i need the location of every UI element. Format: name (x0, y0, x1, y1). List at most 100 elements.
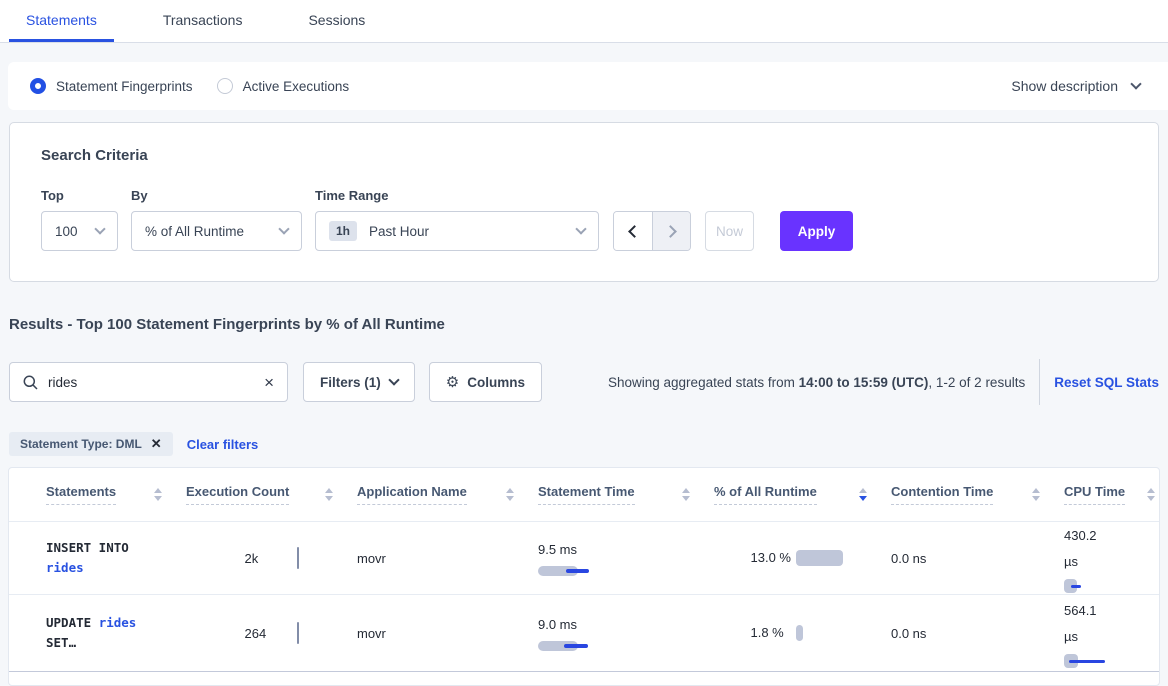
column-header-execution-count[interactable]: Execution Count (186, 484, 357, 505)
columns-button[interactable]: ⚙ Columns (428, 362, 542, 402)
chevron-down-icon (388, 374, 400, 386)
top-select-value: 100 (55, 223, 78, 239)
filters-button-label: Filters (1) (320, 374, 381, 390)
statement-fingerprint-link[interactable]: rides (46, 560, 84, 575)
radio-statement-fingerprints[interactable]: Statement Fingerprints (30, 78, 193, 94)
contention-time-cell: 0.0 ns (891, 625, 927, 641)
statement-cell: INSERT INTO rides (46, 522, 186, 594)
tab-sessions[interactable]: Sessions (308, 11, 366, 28)
statement-time-cell: 9.0 ms (538, 595, 714, 671)
top-field: Top 100 (41, 188, 131, 251)
column-header-statement-time[interactable]: Statement Time (538, 484, 714, 505)
runtime-pct-bar (795, 550, 855, 566)
time-range-badge: 1h (329, 221, 358, 241)
show-description-toggle[interactable]: Show description (1011, 78, 1142, 94)
gear-icon: ⚙ (445, 373, 460, 391)
results-title: Results - Top 100 Statement Fingerprints… (9, 316, 445, 333)
time-range-select[interactable]: 1h Past Hour (315, 211, 599, 251)
sql-keyword: UPDATE (46, 615, 92, 630)
statements-table: Statements Execution Count Application N… (8, 467, 1160, 686)
search-input[interactable] (48, 374, 265, 390)
search-box: × (9, 362, 288, 402)
radio-active-executions[interactable]: Active Executions (216, 78, 350, 94)
statement-fingerprint-link[interactable]: rides (98, 615, 137, 630)
radio-active-executions-label: Active Executions (242, 78, 350, 94)
chevron-down-icon (278, 223, 290, 235)
clear-filters-link[interactable]: Clear filters (186, 436, 259, 452)
execution-count-cell: 2k (186, 522, 357, 594)
clear-search-icon[interactable]: × (264, 372, 274, 392)
statement-time-cell: 9.5 ms (538, 522, 714, 594)
statement-time-bar (538, 640, 598, 651)
radio-selected-icon (30, 78, 46, 94)
results-summary: Showing aggregated stats from 14:00 to 1… (608, 375, 1025, 390)
remove-filter-icon[interactable]: ✕ (150, 436, 162, 451)
search-criteria-title: Search Criteria (41, 147, 148, 164)
sort-icon (682, 488, 690, 501)
time-range-label: Time Range (315, 188, 389, 203)
columns-button-label: Columns (467, 374, 525, 390)
reset-sql-stats-link[interactable]: Reset SQL Stats (1054, 374, 1159, 390)
apply-button[interactable]: Apply (780, 211, 853, 251)
cpu-time-bar (1064, 579, 1114, 593)
summary-time-range: 14:00 to 15:59 (UTC) (798, 374, 929, 390)
execution-count-cell: 264 (186, 595, 357, 671)
column-header-cpu-time[interactable]: CPU Time (1064, 484, 1159, 505)
runtime-pct-bar (795, 625, 855, 641)
now-button[interactable]: Now (705, 211, 754, 251)
statement-time-bar (538, 565, 598, 576)
table-row: INSERT INTO rides 2k movr 9.5 ms 13.0 % … (9, 522, 1159, 595)
top-label: Top (41, 188, 64, 203)
statement-cell: UPDATE rides SET… (46, 595, 186, 671)
table-row: UPDATE rides SET… 264 movr 9.0 ms 1.8 % … (9, 595, 1159, 672)
page-tabs: Statements Transactions Sessions (0, 0, 1168, 43)
radio-statement-fingerprints-label: Statement Fingerprints (56, 78, 193, 94)
sort-icon-active-desc (859, 488, 867, 501)
top-select[interactable]: 100 (41, 211, 118, 251)
tab-statements[interactable]: Statements (9, 0, 114, 42)
chevron-down-icon (94, 223, 106, 235)
cpu-time-bar (1064, 654, 1114, 668)
sort-icon (1032, 488, 1040, 501)
runtime-pct-cell: 1.8 % (714, 595, 891, 671)
chevron-down-icon (1130, 78, 1142, 90)
contention-time-cell: 0.0 ns (891, 550, 927, 566)
previous-time-range-button[interactable] (614, 212, 652, 250)
sort-icon (325, 488, 333, 501)
column-header-contention-time[interactable]: Contention Time (891, 484, 1064, 505)
cpu-time-cell: 564.1 µs (1064, 595, 1159, 671)
filter-chip-statement-type: Statement Type: DML ✕ (9, 432, 173, 456)
vertical-divider (1039, 359, 1041, 405)
search-criteria-card: Search Criteria Top 100 By % of All Runt… (9, 122, 1159, 282)
table-header-row: Statements Execution Count Application N… (9, 468, 1159, 522)
column-header-runtime-pct[interactable]: % of All Runtime (714, 484, 891, 505)
chevron-right-icon (663, 224, 677, 238)
chevron-down-icon (575, 223, 587, 235)
column-header-statements[interactable]: Statements (46, 484, 186, 505)
execution-count-bar (296, 547, 299, 569)
column-header-application-name[interactable]: Application Name (357, 484, 538, 505)
next-time-range-button[interactable] (652, 212, 690, 250)
sql-keyword: INSERT INTO (46, 540, 129, 555)
search-icon (23, 375, 38, 390)
sql-rest: SET… (46, 635, 77, 650)
sort-icon (1147, 488, 1155, 501)
by-label: By (131, 188, 148, 203)
sort-icon (506, 488, 514, 501)
radio-unselected-icon (216, 78, 233, 94)
results-controls-row: × Filters (1) ⚙ Columns Showing aggregat… (9, 359, 1159, 405)
by-select-value: % of All Runtime (145, 223, 245, 239)
tab-transactions[interactable]: Transactions (162, 11, 243, 28)
summary-prefix: Showing aggregated stats from (608, 374, 799, 390)
time-range-pager (613, 211, 691, 251)
chevron-left-icon (628, 224, 641, 238)
summary-suffix: , 1-2 of 2 results (928, 374, 1026, 390)
by-select[interactable]: % of All Runtime (131, 211, 302, 251)
sort-icon (154, 488, 162, 501)
filter-chip-label: Statement Type: DML (20, 437, 142, 451)
view-toggle-strip: Statement Fingerprints Active Executions… (8, 62, 1168, 110)
cpu-time-cell: 430.2 µs (1064, 522, 1159, 594)
time-range-value: Past Hour (369, 223, 430, 239)
filters-button[interactable]: Filters (1) (303, 362, 415, 402)
by-field: By % of All Runtime (131, 188, 315, 251)
